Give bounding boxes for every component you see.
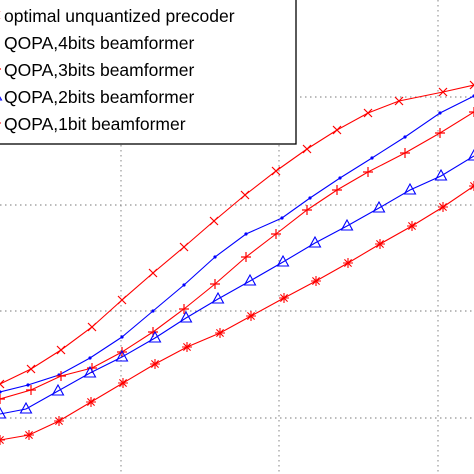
data-point	[0, 390, 2, 394]
data-point	[24, 430, 34, 440]
series-line	[0, 155, 474, 415]
data-point	[26, 385, 36, 395]
data-point	[56, 345, 66, 355]
data-point	[400, 148, 410, 158]
data-point	[148, 268, 158, 278]
series-layer	[0, 80, 474, 445]
data-point	[340, 218, 354, 231]
legend: optimal unquantized precoder QOPA,4bits b…	[0, 0, 297, 145]
data-point	[87, 322, 97, 332]
data-point	[469, 107, 474, 117]
data-point	[88, 356, 92, 360]
legend-box	[0, 0, 297, 145]
data-point	[243, 273, 257, 286]
data-point	[210, 279, 220, 289]
data-point	[182, 283, 186, 287]
data-point	[469, 80, 474, 90]
data-point	[343, 258, 353, 268]
data-point	[302, 205, 312, 215]
data-point	[311, 276, 321, 286]
data-point	[438, 87, 448, 97]
series-line	[0, 84, 474, 385]
data-point	[86, 397, 96, 407]
data-point	[372, 200, 386, 213]
data-point	[467, 148, 474, 161]
data-point	[179, 304, 189, 314]
data-point	[26, 364, 36, 374]
data-point	[435, 128, 445, 138]
data-point	[215, 328, 225, 338]
data-point	[363, 108, 373, 118]
series-line	[0, 185, 474, 441]
data-point	[0, 406, 7, 419]
data-point	[150, 359, 160, 369]
legend-label: QOPA,4bits beamformer	[4, 33, 194, 53]
data-point	[118, 378, 128, 388]
legend-label: QOPA,1bit beamformer	[4, 114, 186, 134]
data-point	[51, 383, 65, 396]
data-point	[246, 311, 256, 321]
series-2	[0, 107, 474, 404]
data-point	[403, 182, 417, 195]
data-point	[179, 310, 193, 323]
legend-label: optimal unquantized precoder	[4, 6, 235, 26]
data-point	[151, 309, 155, 313]
data-point	[120, 335, 124, 339]
data-point	[407, 221, 417, 231]
data-point	[332, 185, 342, 195]
data-point	[115, 349, 129, 362]
data-point	[0, 379, 5, 389]
series-0	[0, 80, 474, 389]
data-point	[438, 111, 442, 115]
data-point	[280, 216, 284, 220]
data-point	[375, 239, 385, 249]
data-point	[0, 435, 5, 445]
data-point	[179, 242, 189, 252]
data-point	[240, 190, 250, 200]
data-point	[54, 416, 64, 426]
data-point	[403, 135, 407, 139]
data-point	[302, 144, 312, 154]
data-point	[213, 255, 217, 259]
data-point	[244, 232, 248, 236]
data-point	[394, 96, 404, 106]
data-point	[279, 293, 289, 303]
data-point	[271, 229, 281, 239]
data-point	[19, 401, 33, 414]
data-point	[271, 166, 281, 176]
data-point	[438, 202, 448, 212]
data-point	[148, 330, 162, 343]
data-point	[241, 252, 251, 262]
data-point	[0, 394, 5, 404]
data-point	[338, 176, 342, 180]
data-point	[211, 291, 225, 304]
series-line	[0, 95, 474, 393]
data-point	[182, 342, 192, 352]
data-point	[363, 167, 373, 177]
data-point	[26, 383, 30, 387]
legend-label: QOPA,3bits beamformer	[4, 60, 194, 80]
data-point	[308, 235, 322, 248]
data-point	[117, 295, 127, 305]
series-3	[0, 148, 474, 419]
data-point	[56, 371, 66, 381]
data-point	[276, 254, 290, 267]
series-4	[0, 181, 474, 445]
data-point	[83, 365, 97, 378]
data-point	[308, 196, 312, 200]
data-point	[370, 156, 374, 160]
data-point	[434, 168, 448, 181]
data-point	[332, 125, 342, 135]
data-point	[209, 216, 219, 226]
series-line	[0, 111, 474, 400]
legend-label: QOPA,2bits beamformer	[4, 87, 194, 107]
